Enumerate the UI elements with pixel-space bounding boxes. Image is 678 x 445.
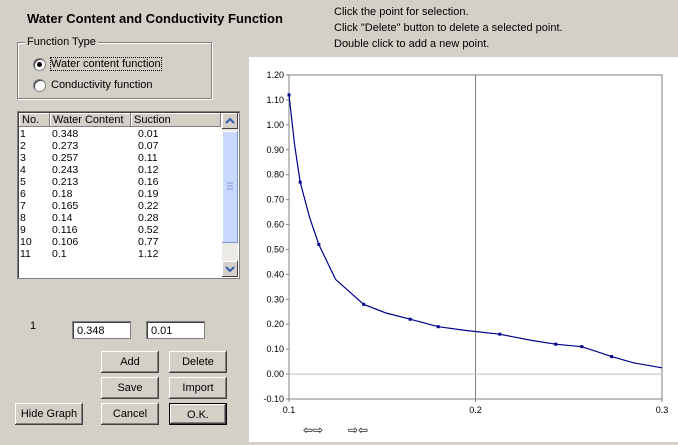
y-tick-label: 0.70 xyxy=(266,195,284,205)
cell-suction: 0.12 xyxy=(138,164,159,176)
instruction-delete: Click "Delete" button to delete a select… xyxy=(334,22,563,34)
chevron-down-icon xyxy=(225,266,235,273)
function-type-legend: Function Type xyxy=(25,36,98,48)
conductivity-radio-label[interactable]: Conductivity function xyxy=(51,79,153,91)
radio-dot xyxy=(37,62,42,67)
conductivity-radio[interactable] xyxy=(33,79,46,92)
cell-water-content: 0.348 xyxy=(52,128,79,140)
ok-button[interactable]: O.K. xyxy=(169,403,227,425)
water-content-radio[interactable] xyxy=(33,58,46,71)
y-tick-label: 0.00 xyxy=(266,369,284,379)
cell-suction: 0.07 xyxy=(138,140,159,152)
data-point xyxy=(408,317,412,321)
cell-suction: 0.16 xyxy=(138,176,159,188)
data-point xyxy=(580,345,584,349)
x-tick-label: 0.2 xyxy=(469,405,482,415)
cell-water-content: 0.18 xyxy=(52,188,73,200)
cell-water-content: 0.106 xyxy=(52,236,79,248)
cell-water-content: 0.273 xyxy=(52,140,79,152)
data-point xyxy=(554,342,558,346)
table-scrollbar[interactable] xyxy=(222,113,238,277)
y-tick-label: 0.30 xyxy=(266,294,284,304)
cell-no: 7 xyxy=(20,200,26,212)
cell-water-content: 0.1 xyxy=(52,248,67,260)
column-header-suction[interactable]: Suction xyxy=(131,113,221,127)
cell-no: 5 xyxy=(20,176,26,188)
y-tick-label: -0.10 xyxy=(263,394,284,404)
cell-suction: 0.28 xyxy=(138,212,159,224)
data-point xyxy=(362,302,366,306)
x-tick-label: 0.3 xyxy=(656,405,669,415)
cell-water-content: 0.243 xyxy=(52,164,79,176)
water-content-chart[interactable]: -0.10 0.00 0.10 0.20 0.30 0.40 0.50 0.60 0.70 0.8… xyxy=(249,57,678,442)
y-tick-label: 1.20 xyxy=(266,70,284,80)
save-button[interactable]: Save xyxy=(101,377,159,399)
x-tick-label: 0.1 xyxy=(283,405,296,415)
grip-icon xyxy=(227,182,233,190)
y-tick-label: 1.00 xyxy=(266,120,284,130)
dialog-title: Water Content and Conductivity Function xyxy=(27,11,283,26)
water-content-field[interactable]: 0.348 xyxy=(72,321,131,339)
nav-expand-button[interactable]: ⇦⇨ xyxy=(303,423,324,437)
cell-no: 8 xyxy=(20,212,26,224)
delete-button[interactable]: Delete xyxy=(169,351,227,373)
water-content-radio-label[interactable]: Water content function xyxy=(50,57,162,71)
cell-no: 1 xyxy=(20,128,26,140)
cell-suction: 0.77 xyxy=(138,236,159,248)
cancel-button[interactable]: Cancel xyxy=(101,403,159,425)
cell-suction: 1.12 xyxy=(138,248,159,260)
add-button[interactable]: Add xyxy=(101,351,159,373)
y-tick-label: 0.80 xyxy=(266,170,284,180)
data-point xyxy=(610,355,614,359)
cell-suction: 0.19 xyxy=(138,188,159,200)
y-tick-label: 0.40 xyxy=(266,269,284,279)
cell-no: 2 xyxy=(20,140,26,152)
data-point xyxy=(287,93,291,97)
cell-water-content: 0.14 xyxy=(52,212,73,224)
cell-suction: 0.11 xyxy=(138,152,158,164)
data-point xyxy=(298,180,302,184)
cell-no: 3 xyxy=(20,152,26,164)
chevron-up-icon xyxy=(225,117,235,124)
scroll-thumb[interactable] xyxy=(222,131,238,243)
selected-point-index: 1 xyxy=(30,320,37,332)
y-tick-label: 0.60 xyxy=(266,220,284,230)
import-button[interactable]: Import xyxy=(169,377,227,399)
data-point xyxy=(498,332,502,336)
column-header-water-content[interactable]: Water Content xyxy=(50,113,131,127)
y-tick-label: 0.90 xyxy=(266,145,284,155)
points-table[interactable]: No. Water Content Suction 1 0.348 0.01 2 0.2… xyxy=(17,111,240,279)
cell-water-content: 0.213 xyxy=(52,176,79,188)
graph-panel[interactable]: -0.10 0.00 0.10 0.20 0.30 0.40 0.50 0.60 0.70 0.8… xyxy=(249,57,678,442)
instruction-add: Double click to add a new point. xyxy=(334,38,490,50)
nav-shrink-button[interactable]: ⇨⇦ xyxy=(348,423,369,437)
cell-suction: 0.52 xyxy=(138,224,159,236)
instruction-select: Click the point for selection. xyxy=(334,6,469,18)
hide-graph-button[interactable]: Hide Graph xyxy=(15,403,83,425)
data-point xyxy=(436,325,440,329)
y-tick-label: 0.20 xyxy=(266,319,284,329)
cell-water-content: 0.165 xyxy=(52,200,79,212)
cell-suction: 0.01 xyxy=(138,128,159,140)
y-tick-label: 0.10 xyxy=(266,344,284,354)
column-header-no[interactable]: No. xyxy=(19,113,50,127)
scroll-up-button[interactable] xyxy=(222,113,238,129)
cell-no: 10 xyxy=(20,236,32,248)
y-tick-label: 0.50 xyxy=(266,244,284,254)
function-type-group xyxy=(17,42,212,99)
cell-no: 9 xyxy=(20,224,26,236)
cell-no: 6 xyxy=(20,188,26,200)
cell-no: 11 xyxy=(20,248,31,260)
data-point xyxy=(317,242,321,246)
scroll-down-button[interactable] xyxy=(222,261,238,277)
cell-water-content: 0.257 xyxy=(52,152,79,164)
suction-field[interactable]: 0.01 xyxy=(146,321,205,339)
cell-water-content: 0.116 xyxy=(52,224,78,236)
cell-no: 4 xyxy=(20,164,26,176)
cell-suction: 0.22 xyxy=(138,200,159,212)
y-tick-label: 1.10 xyxy=(266,95,284,105)
